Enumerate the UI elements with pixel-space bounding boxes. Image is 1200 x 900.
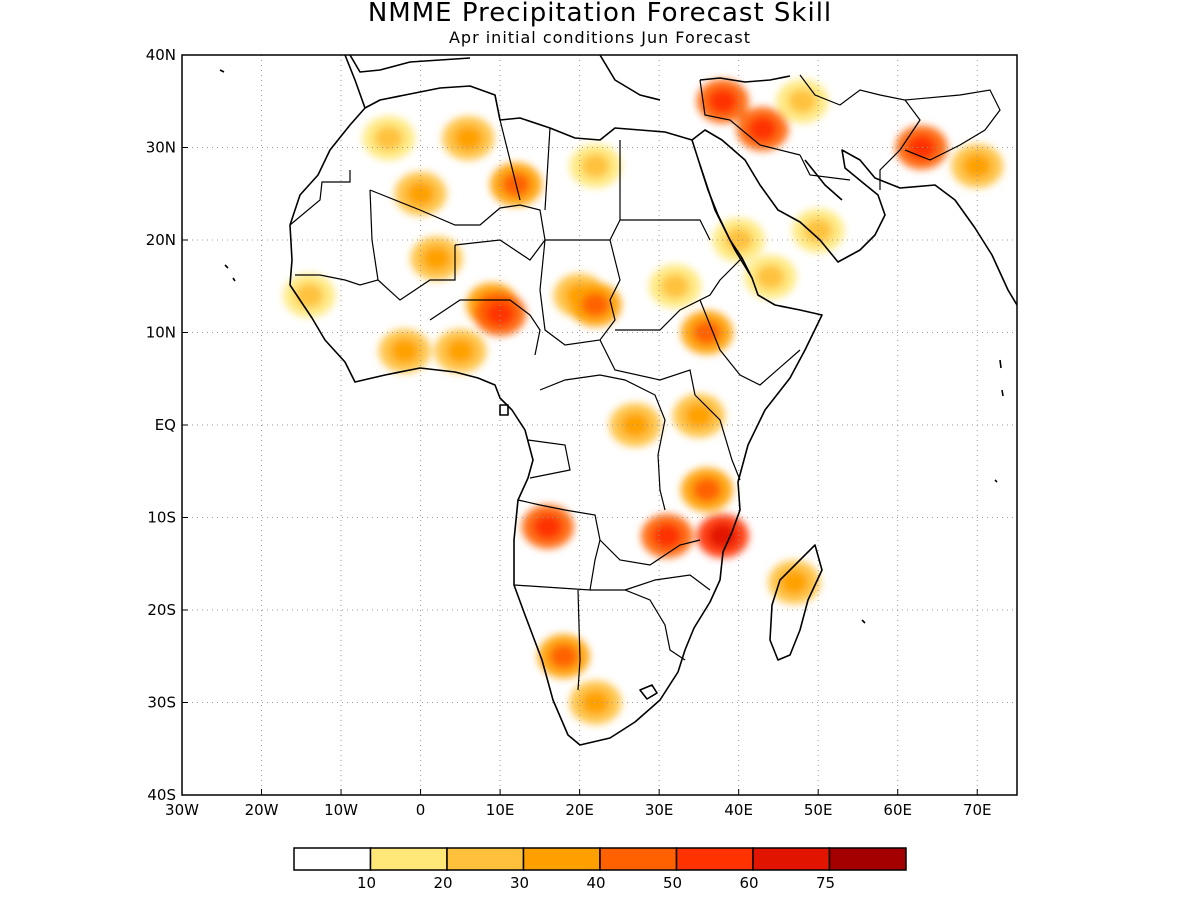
colorbar-swatch bbox=[675, 847, 754, 871]
skill-region-core bbox=[390, 339, 419, 363]
skill-region-core bbox=[581, 292, 610, 317]
skill-region-core bbox=[295, 283, 324, 308]
lat-tick-label: EQ bbox=[155, 416, 176, 434]
skill-region-core bbox=[788, 89, 817, 114]
red-sea-coast bbox=[699, 159, 843, 279]
colorbar-swatch bbox=[293, 847, 372, 871]
lon-tick-label: 10W bbox=[324, 801, 358, 819]
skill-region-core bbox=[533, 514, 562, 539]
colorbar-swatch bbox=[828, 847, 907, 871]
colorbar-label: 60 bbox=[739, 874, 758, 892]
lon-tick-label: 70E bbox=[963, 801, 992, 819]
colorbar-swatch bbox=[522, 847, 601, 871]
skill-region-core bbox=[446, 339, 475, 363]
lat-tick-label: 20N bbox=[146, 231, 176, 249]
islands bbox=[219, 69, 1004, 700]
skill-region-core bbox=[549, 644, 578, 669]
colorbar-swatch bbox=[369, 847, 448, 871]
skill-region-core bbox=[581, 690, 610, 715]
europe-coast bbox=[349, 55, 791, 101]
lat-tick-label: 40N bbox=[146, 46, 176, 64]
colorbar-label: 30 bbox=[510, 874, 529, 892]
lon-tick-label: 20E bbox=[565, 801, 594, 819]
lat-tick-label: 10S bbox=[147, 509, 176, 527]
lon-tick-label: 60E bbox=[883, 801, 912, 819]
graticule bbox=[182, 55, 1017, 795]
colorbar-label: 50 bbox=[663, 874, 682, 892]
chart-title: NMME Precipitation Forecast Skill bbox=[367, 0, 833, 28]
skill-region-core bbox=[486, 302, 515, 326]
coastlines bbox=[219, 55, 1017, 746]
skill-region-core bbox=[406, 181, 435, 206]
skill-region-core bbox=[748, 117, 777, 141]
skill-region-core bbox=[661, 274, 690, 299]
lat-tick-label: 10N bbox=[146, 324, 176, 342]
lon-tick-label: 50E bbox=[804, 801, 833, 819]
lat-tick-label: 30N bbox=[146, 139, 176, 157]
colorbar-legend: 10 20 30 40 50 60 75 bbox=[293, 847, 907, 892]
colorbar-swatch bbox=[599, 847, 678, 871]
lon-tick-label: 0 bbox=[416, 801, 426, 819]
colorbar-swatch bbox=[752, 847, 831, 871]
africa-coastline bbox=[289, 55, 1017, 746]
lon-tick-label: 30W bbox=[165, 801, 199, 819]
lat-tick-label: 30S bbox=[147, 694, 176, 712]
skill-region-core bbox=[708, 524, 737, 548]
skill-region-core bbox=[692, 477, 721, 502]
colorbar-swatch bbox=[446, 847, 525, 871]
skill-region-core bbox=[454, 126, 483, 151]
colorbar-label: 10 bbox=[357, 874, 376, 892]
colorbar-label: 75 bbox=[816, 874, 835, 892]
skill-region-core bbox=[708, 89, 737, 114]
skill-region-core bbox=[780, 570, 809, 595]
colorbar-label: 40 bbox=[586, 874, 605, 892]
skill-region-core bbox=[581, 154, 610, 178]
skill-region-core bbox=[684, 403, 713, 428]
chart-subtitle: Apr initial conditions Jun Forecast bbox=[448, 28, 752, 47]
skill-region-core bbox=[756, 265, 785, 289]
lon-tick-label: 40E bbox=[724, 801, 753, 819]
lon-tick-label: 10E bbox=[486, 801, 515, 819]
madagascar-coastline bbox=[769, 544, 823, 661]
mediterranean-coast bbox=[364, 85, 693, 141]
skill-region-core bbox=[653, 524, 682, 548]
skill-region-core bbox=[692, 320, 721, 345]
skill-region-core bbox=[422, 246, 451, 271]
skill-region-core bbox=[907, 135, 936, 160]
colorbar-label: 20 bbox=[433, 874, 452, 892]
lon-tick-label: 30E bbox=[645, 801, 674, 819]
lon-tick-label: 20W bbox=[245, 801, 279, 819]
skill-region-core bbox=[621, 413, 650, 437]
lat-tick-label: 40S bbox=[147, 786, 176, 804]
skill-region-core bbox=[374, 126, 403, 151]
country-borders bbox=[289, 74, 1001, 691]
skill-shading-layer bbox=[283, 79, 1004, 725]
lat-tick-label: 20S bbox=[147, 601, 176, 619]
